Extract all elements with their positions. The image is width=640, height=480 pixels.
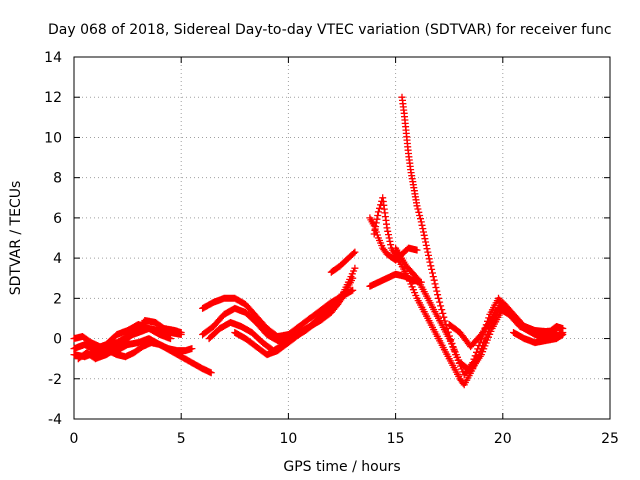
data-point-markers xyxy=(445,298,567,351)
data-series xyxy=(231,290,346,359)
data-point-markers xyxy=(327,248,359,276)
data-series xyxy=(370,194,560,389)
data-points xyxy=(70,93,567,389)
y-tick-label: 0 xyxy=(53,332,62,348)
data-point-markers xyxy=(510,329,567,347)
y-tick-label: 4 xyxy=(53,251,62,267)
x-tick-label: 25 xyxy=(601,431,619,447)
data-series xyxy=(91,321,174,353)
plot-frame xyxy=(73,56,611,420)
x-tick-label: 15 xyxy=(387,431,405,447)
y-tick-label: 14 xyxy=(44,50,62,66)
x-tick-label: 20 xyxy=(494,431,512,447)
axis-ticks: 0 5 10 15 20 25 -4 -2 0 2 4 6 8 10 12 14 xyxy=(44,50,619,447)
data-point-markers xyxy=(370,194,560,389)
data-series xyxy=(327,248,359,276)
y-tick-label: 12 xyxy=(44,90,62,106)
data-series xyxy=(445,298,567,351)
y-axis-label: SDTVAR / TECUs xyxy=(8,181,24,296)
y-tick-label: 6 xyxy=(53,211,62,227)
data-series xyxy=(392,244,567,375)
y-tick-label: 10 xyxy=(44,130,62,146)
x-axis-label: GPS time / hours xyxy=(283,459,400,475)
y-tick-label: 2 xyxy=(53,291,62,307)
y-tick-label: 8 xyxy=(53,171,62,187)
y-tick-label: -4 xyxy=(48,412,62,428)
chart-title: Day 068 of 2018, Sidereal Day-to-day VTE… xyxy=(48,22,612,38)
data-point-markers xyxy=(231,290,346,359)
x-tick-label: 0 xyxy=(70,431,79,447)
data-point-markers xyxy=(392,244,567,375)
x-tick-label: 10 xyxy=(279,431,297,447)
data-point-markers xyxy=(91,321,174,353)
y-tick-label: -2 xyxy=(48,372,62,388)
x-tick-label: 5 xyxy=(177,431,186,447)
grid xyxy=(74,57,610,419)
data-series xyxy=(510,329,567,347)
